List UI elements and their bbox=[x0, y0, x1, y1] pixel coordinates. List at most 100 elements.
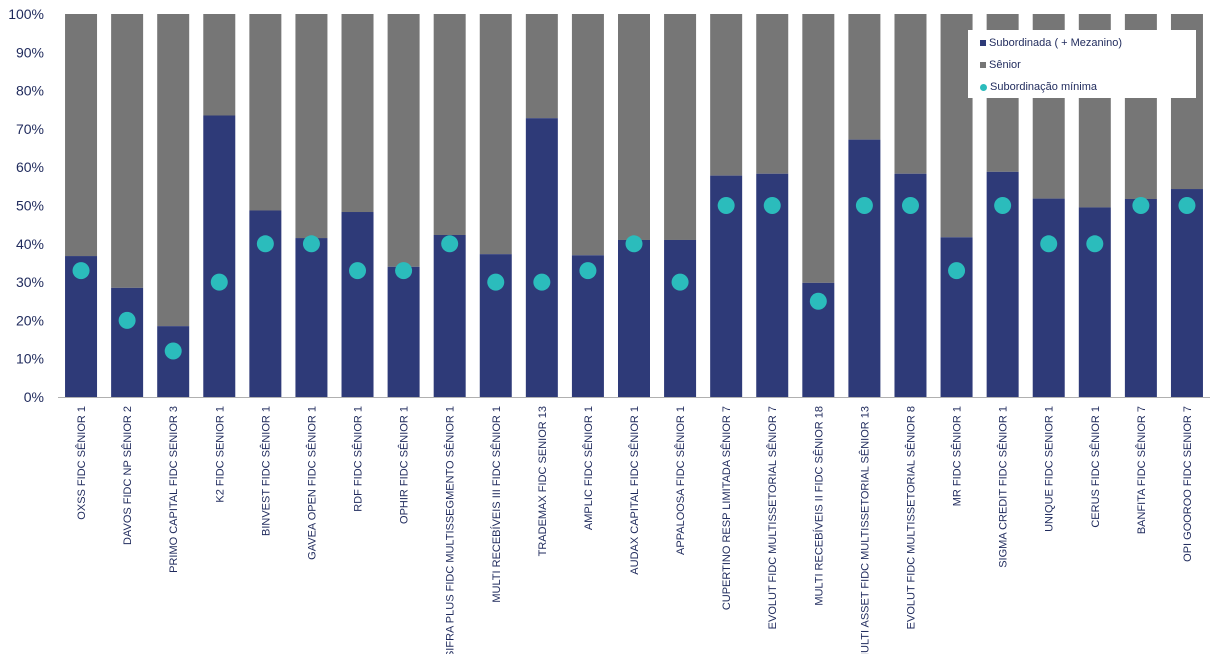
min-subordination-dot bbox=[441, 235, 459, 253]
bar-senior bbox=[433, 14, 466, 235]
x-tick-label: OPI GOOROO FIDC SENIOR 7 bbox=[1182, 406, 1194, 562]
bar-subordinada bbox=[664, 239, 697, 397]
bar-subordinada bbox=[157, 326, 190, 397]
x-tick-label: RDF FIDC SÊNIOR 1 bbox=[352, 406, 365, 512]
x-tick-label: PRIMO CAPITAL FIDC SENIOR 3 bbox=[168, 406, 180, 573]
min-subordination-dot bbox=[349, 262, 367, 280]
x-axis: OXSS FIDC SÊNIOR 1 DAVOS FIDC NP SÊNIOR 2… bbox=[75, 406, 1194, 654]
legend-swatch-subordinada bbox=[980, 40, 986, 46]
bars bbox=[65, 14, 1203, 398]
min-subordination-dot bbox=[256, 235, 274, 253]
bar-senior bbox=[249, 14, 282, 211]
x-tick-label: APPALOOSA FIDC SÊNIOR 1 bbox=[674, 406, 687, 555]
legend-swatch-senior bbox=[980, 62, 986, 68]
y-tick-label: 80% bbox=[16, 83, 44, 99]
y-tick-label: 30% bbox=[16, 274, 44, 290]
y-tick-label: 100% bbox=[8, 6, 44, 22]
legend-item-senior: Sênior bbox=[980, 59, 1021, 71]
y-tick-label: 90% bbox=[16, 44, 44, 60]
bar-senior bbox=[664, 14, 697, 240]
x-tick-label: BINVEST FIDC SÊNIOR 1 bbox=[259, 406, 272, 536]
min-subordination-dot bbox=[1040, 235, 1058, 253]
legend: Subordinada ( + Mezanino) Sênior Subordi… bbox=[968, 30, 1196, 98]
min-subordination-dot bbox=[948, 262, 966, 280]
legend-swatch-subordinacao-minima bbox=[980, 83, 987, 91]
bar-subordinada bbox=[940, 237, 973, 397]
x-tick-label: SIGMA CREDIT FIDC SÊNIOR 1 bbox=[997, 406, 1010, 568]
min-subordination-dot bbox=[579, 262, 597, 280]
y-tick-label: 60% bbox=[16, 159, 44, 175]
min-subordination-dot bbox=[717, 197, 735, 214]
min-subordination-dot bbox=[487, 273, 505, 291]
min-subordination-dot bbox=[901, 197, 919, 214]
x-tick-label: BANFITA FIDC SÊNIOR 7 bbox=[1135, 406, 1148, 534]
bar-subordinada bbox=[618, 239, 650, 397]
bar-senior bbox=[387, 14, 420, 267]
bar-subordinada bbox=[848, 139, 881, 397]
min-subordination-dot bbox=[671, 273, 689, 291]
x-tick-label: TRADEMAX FIDC SENIOR 13 bbox=[537, 406, 549, 556]
bar-subordinada bbox=[525, 118, 558, 398]
x-tick-label: AUDAX CAPITAL FIDC SÊNIOR 1 bbox=[628, 406, 641, 575]
x-tick-label: AMPLIC FIDC SÊNIOR 1 bbox=[582, 406, 595, 530]
bar-subordinada bbox=[341, 212, 374, 397]
bar-subordinada bbox=[387, 266, 420, 397]
legend-label-subordinada: Subordinada ( + Mezanino) bbox=[989, 37, 1122, 49]
bar-senior bbox=[710, 14, 743, 176]
bar-subordinada bbox=[203, 115, 236, 398]
x-tick-label: DAVOS FIDC NP SÊNIOR 2 bbox=[121, 406, 134, 545]
bar-subordinada bbox=[433, 234, 466, 397]
bar-senior bbox=[940, 14, 973, 238]
bar-senior bbox=[525, 14, 558, 119]
bar-senior bbox=[618, 14, 650, 240]
legend-label-senior: Sênior bbox=[989, 59, 1021, 71]
bar-senior bbox=[111, 14, 144, 288]
x-tick-label: EVOLUT FIDC MULTISSETORIAL SÊNIOR 8 bbox=[904, 406, 917, 629]
y-tick-label: 40% bbox=[16, 236, 44, 252]
x-tick-label: SIFRA PLUS FIDC MULTISSEGMENTO SÊNIOR 1 bbox=[444, 406, 457, 654]
min-subordination-dot bbox=[118, 311, 136, 329]
min-subordination-dot bbox=[763, 197, 781, 214]
bar-senior bbox=[203, 14, 236, 116]
bar-senior bbox=[341, 14, 374, 213]
y-tick-label: 50% bbox=[16, 198, 44, 214]
x-tick-label: GAVEA OPEN FIDC SÊNIOR 1 bbox=[305, 406, 318, 560]
min-subordination-markers bbox=[72, 197, 1196, 360]
x-tick-label: MULTI RECEBÍVEIS II FIDC SÊNIOR 18 bbox=[812, 406, 825, 606]
x-tick-label: MULTI RECEBÍVEIS III FIDC SÊNIOR 1 bbox=[490, 406, 503, 603]
min-subordination-dot bbox=[809, 292, 827, 310]
bar-senior bbox=[894, 14, 927, 174]
min-subordination-dot bbox=[72, 262, 90, 280]
bar-subordinada bbox=[295, 238, 328, 397]
min-subordination-dot bbox=[395, 262, 413, 280]
legend-item-subordinada: Subordinada ( + Mezanino) bbox=[980, 37, 1122, 49]
bar-senior bbox=[756, 14, 789, 174]
x-tick-label: EVOLUT FIDC MULTISSETORIAL SÊNIOR 7 bbox=[766, 406, 779, 629]
min-subordination-dot bbox=[1086, 235, 1104, 253]
y-axis: 0% 10% 20% 30% 40% 50% 60% 70% 80% 90% 100% bbox=[8, 6, 44, 405]
y-tick-label: 0% bbox=[24, 389, 44, 405]
bar-senior bbox=[479, 14, 512, 255]
bar-senior bbox=[802, 14, 835, 283]
min-subordination-dot bbox=[994, 197, 1012, 214]
bar-subordinada bbox=[1032, 198, 1065, 397]
bar-subordinada bbox=[1124, 198, 1157, 397]
x-tick-label: OPHIR FIDC SÊNIOR 1 bbox=[398, 406, 411, 524]
bar-senior bbox=[295, 14, 328, 239]
x-tick-label: CERUS FIDC SÊNIOR 1 bbox=[1089, 406, 1102, 528]
bar-senior bbox=[65, 14, 98, 257]
min-subordination-dot bbox=[855, 197, 873, 214]
y-tick-label: 70% bbox=[16, 121, 44, 137]
bar-subordinada bbox=[65, 256, 98, 397]
legend-label-subordinacao-minima: Subordinação mínima bbox=[990, 81, 1098, 93]
min-subordination-dot bbox=[625, 235, 643, 253]
bar-senior bbox=[571, 14, 604, 256]
legend-item-subordinacao-minima: Subordinação mínima bbox=[980, 81, 1097, 93]
min-subordination-dot bbox=[164, 342, 182, 360]
x-tick-label: OXSS FIDC SÊNIOR 1 bbox=[75, 406, 88, 520]
bar-senior bbox=[157, 14, 190, 327]
bar-subordinada bbox=[1170, 189, 1203, 397]
min-subordination-dot bbox=[1178, 197, 1196, 214]
bar-senior bbox=[848, 14, 881, 140]
